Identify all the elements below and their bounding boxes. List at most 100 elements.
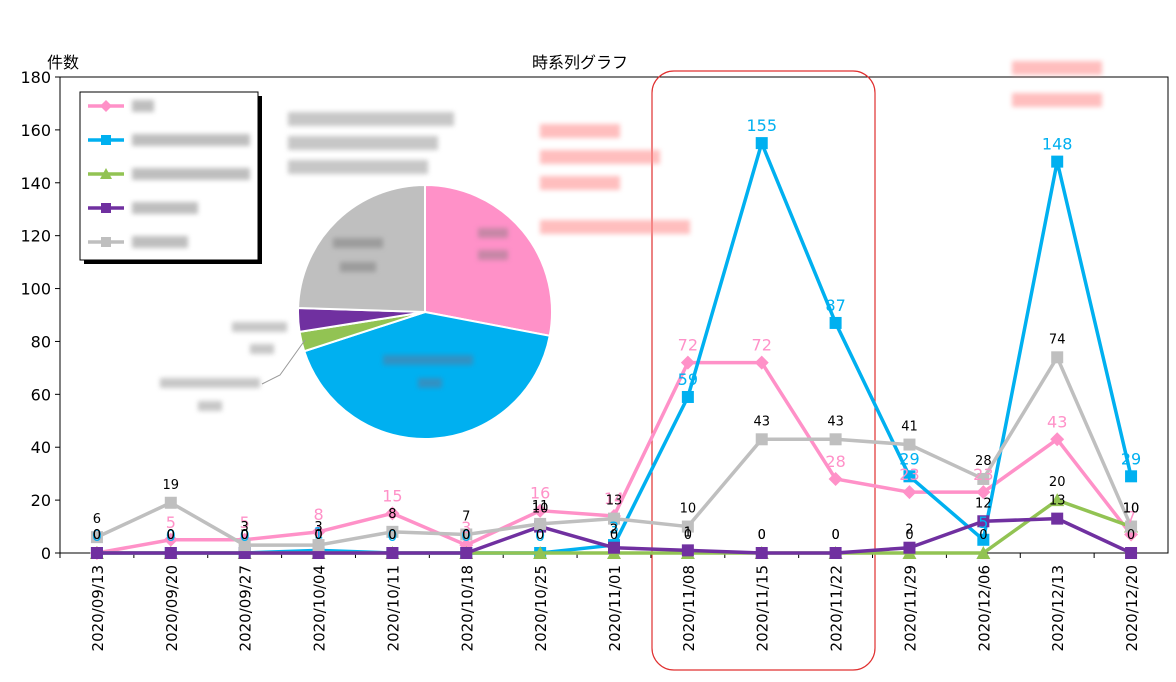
x-tick-label: 2020/12/06 — [975, 565, 993, 651]
legend — [79, 91, 262, 264]
data-label: 0 — [979, 528, 987, 543]
data-point — [533, 503, 548, 518]
data-point — [312, 539, 325, 552]
data-label: 148 — [1042, 135, 1073, 154]
data-point — [533, 546, 548, 559]
data-label: 72 — [752, 336, 772, 355]
data-point — [608, 541, 620, 554]
data-label: 15 — [382, 486, 402, 505]
y-tick-label: 20 — [31, 491, 51, 510]
data-label: 0 — [241, 528, 249, 543]
data-label: 87 — [825, 296, 845, 315]
data-label: 10 — [1123, 502, 1140, 517]
data-point — [608, 512, 620, 525]
redacted-label — [1012, 61, 1102, 75]
data-label: 0 — [92, 526, 102, 545]
x-tick-label: 2020/10/25 — [532, 565, 550, 651]
data-point — [90, 547, 103, 559]
x-tick-label: 2020/10/04 — [311, 565, 329, 651]
y-tick-label: 160 — [20, 121, 51, 140]
data-label: 6 — [93, 512, 101, 527]
data-label: 0 — [610, 528, 618, 543]
data-point — [681, 520, 694, 533]
x-tick-label: 2020/10/18 — [458, 565, 476, 651]
data-point — [238, 539, 251, 552]
data-label: 0 — [166, 526, 176, 545]
data-label: 0 — [461, 526, 471, 545]
data-label: 0 — [387, 526, 397, 545]
data-point — [1125, 470, 1138, 483]
redacted-label — [540, 176, 620, 190]
data-label: 1 — [313, 523, 323, 542]
data-label: 3 — [314, 520, 322, 535]
data-point — [1125, 547, 1138, 559]
data-label: 1 — [684, 525, 692, 540]
data-point — [386, 547, 399, 559]
y-tick-label: 120 — [20, 227, 51, 246]
data-point — [164, 496, 177, 509]
y-tick-label: 100 — [20, 280, 51, 299]
data-label: 0 — [758, 528, 766, 543]
pie-slice — [297, 183, 426, 314]
redacted-label — [1012, 93, 1102, 107]
data-label: 20 — [1049, 475, 1066, 490]
data-label: 8 — [388, 507, 396, 522]
pie-slice — [302, 310, 551, 440]
data-point — [1051, 512, 1064, 525]
legend-label-redacted — [132, 134, 250, 146]
y-axis-unit: 件数 — [47, 53, 80, 72]
x-tick-label: 2020/11/08 — [680, 565, 698, 651]
data-label: 16 — [530, 484, 550, 503]
data-label: 43 — [1047, 412, 1067, 431]
data-label: 0 — [314, 528, 322, 543]
data-label: 5 — [166, 513, 176, 532]
data-label: 3 — [241, 520, 249, 535]
highlight-box — [651, 70, 876, 671]
data-label: 0 — [93, 528, 101, 543]
data-point — [976, 546, 991, 559]
data-label: 28 — [825, 452, 845, 471]
data-point — [1050, 493, 1065, 507]
data-label: 19 — [163, 478, 180, 493]
data-label: 0 — [167, 528, 175, 543]
data-label: 0 — [388, 528, 396, 543]
redacted-label — [288, 160, 428, 174]
data-point — [681, 544, 694, 557]
x-tick-label: 2020/11/29 — [901, 565, 919, 651]
data-label: 0 — [462, 528, 470, 543]
data-label: 155 — [746, 116, 777, 135]
legend-marker — [101, 135, 111, 145]
y-tick-label: 180 — [20, 68, 51, 87]
x-tick-label: 2020/09/13 — [89, 565, 107, 651]
data-label: 2 — [610, 523, 618, 538]
legend-marker — [100, 168, 112, 179]
legend-label-redacted — [132, 236, 188, 248]
redacted-label — [478, 250, 508, 260]
data-point — [829, 316, 842, 329]
data-label: 7 — [1126, 507, 1136, 526]
x-tick-label: 2020/11/01 — [606, 565, 624, 651]
data-label: 0 — [831, 528, 839, 543]
data-label: 0 — [92, 526, 102, 545]
data-label: 13 — [1049, 494, 1066, 509]
data-label: 29 — [1121, 449, 1141, 468]
data-label: 10 — [680, 502, 697, 517]
data-label: 0 — [167, 528, 175, 543]
data-point — [681, 390, 694, 403]
y-tick-label: 0 — [41, 544, 51, 563]
data-label: 41 — [901, 420, 918, 435]
data-label: 7 — [462, 509, 470, 524]
data-point — [903, 541, 916, 554]
data-label: 43 — [827, 414, 844, 429]
data-label: 5 — [978, 513, 988, 532]
data-label: 3 — [461, 518, 471, 537]
data-label: 0 — [388, 528, 396, 543]
y-tick-label: 40 — [31, 438, 51, 457]
data-point — [976, 485, 991, 500]
data-label: 0 — [831, 528, 839, 543]
x-tick-label: 2020/12/20 — [1123, 565, 1141, 651]
redacted-label — [418, 378, 442, 388]
data-point — [680, 355, 695, 370]
redacted-label — [288, 136, 438, 150]
data-label: 28 — [975, 454, 992, 469]
